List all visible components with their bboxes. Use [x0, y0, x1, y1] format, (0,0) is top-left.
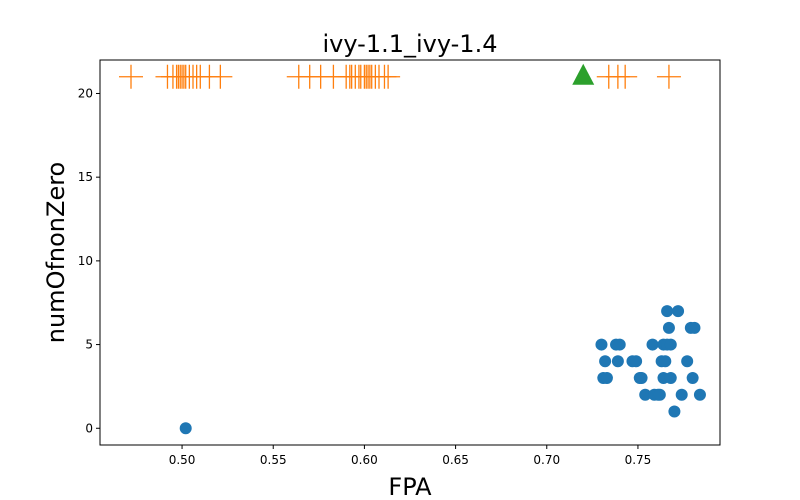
x-tick-label: 0.55 — [260, 453, 287, 467]
circle-point — [646, 338, 659, 351]
circle-point — [611, 355, 624, 368]
circle-point — [653, 388, 666, 401]
circle-point — [668, 405, 681, 418]
x-tick-label: 0.70 — [533, 453, 560, 467]
x-axis: 0.50 0.55 0.60 0.65 0.70 0.75 — [169, 445, 652, 467]
circle-point — [630, 355, 643, 368]
circle-point — [613, 338, 626, 351]
circle-point — [675, 388, 688, 401]
circle-point — [664, 338, 677, 351]
plus-point — [208, 64, 233, 89]
circle-point — [672, 305, 685, 318]
circle-point — [664, 372, 677, 385]
circle-point — [179, 422, 192, 435]
circle-point — [599, 355, 612, 368]
plus-point — [376, 64, 401, 89]
x-tick-label: 0.60 — [351, 453, 378, 467]
plot-marks — [119, 63, 706, 435]
circle-point — [681, 355, 694, 368]
y-tick-label: 5 — [85, 338, 93, 352]
circle-point — [639, 388, 652, 401]
y-axis: 0 5 10 15 20 — [78, 86, 100, 435]
plus-point — [119, 64, 143, 89]
circle-point — [659, 355, 672, 368]
y-tick-label: 20 — [78, 86, 93, 100]
x-tick-label: 0.50 — [169, 453, 196, 467]
x-tick-label: 0.65 — [442, 453, 469, 467]
circle-point — [662, 321, 675, 334]
circle-point — [686, 372, 699, 385]
circle-point — [688, 321, 701, 334]
x-axis-title: FPA — [388, 473, 432, 500]
circle-point — [693, 388, 706, 401]
y-axis-title: numOfnonZero — [42, 162, 70, 343]
y-tick-label: 0 — [85, 421, 93, 435]
circle-point — [600, 372, 613, 385]
circle-point — [635, 372, 648, 385]
y-tick-label: 10 — [78, 254, 93, 268]
plot-frame — [99, 59, 721, 446]
y-tick-label: 15 — [78, 170, 93, 184]
x-tick-label: 0.75 — [625, 453, 652, 467]
plus-point — [613, 64, 638, 89]
chart-title: ivy-1.1_ivy-1.4 — [323, 30, 498, 58]
triangle-point — [572, 63, 595, 85]
circle-point — [595, 338, 608, 351]
circle-point — [661, 305, 674, 318]
plus-point — [656, 64, 681, 89]
